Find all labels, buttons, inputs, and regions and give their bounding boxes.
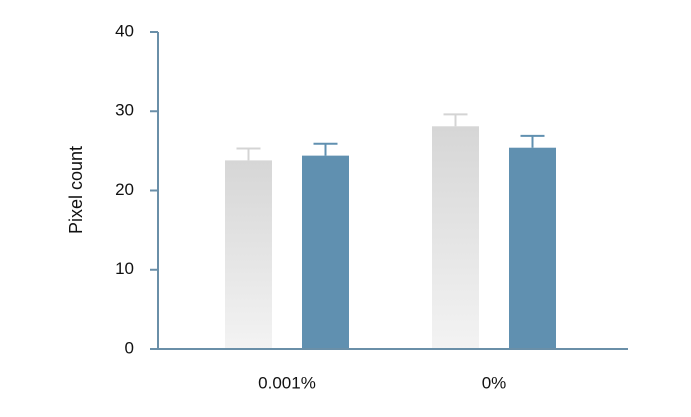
x-tick-label: 0% — [482, 373, 507, 392]
y-ticks: 0 10 20 30 40 — [115, 21, 158, 357]
x-tick-label: 0.001% — [258, 373, 316, 392]
y-tick-label: 20 — [115, 180, 134, 199]
x-tick-labels: 0.001% 0% — [258, 373, 506, 392]
y-tick-label: 10 — [115, 259, 134, 278]
bar-blue-0 — [302, 155, 349, 349]
bar-blue-1 — [509, 147, 556, 349]
y-tick-label: 30 — [115, 101, 134, 120]
bar-grey-0 — [225, 160, 272, 349]
y-axis-title: Pixel count — [66, 146, 86, 234]
y-tick-label: 0 — [125, 338, 134, 357]
bar-grey-1 — [432, 126, 479, 350]
plot-area — [225, 113, 556, 350]
y-tick-label: 40 — [115, 21, 134, 40]
